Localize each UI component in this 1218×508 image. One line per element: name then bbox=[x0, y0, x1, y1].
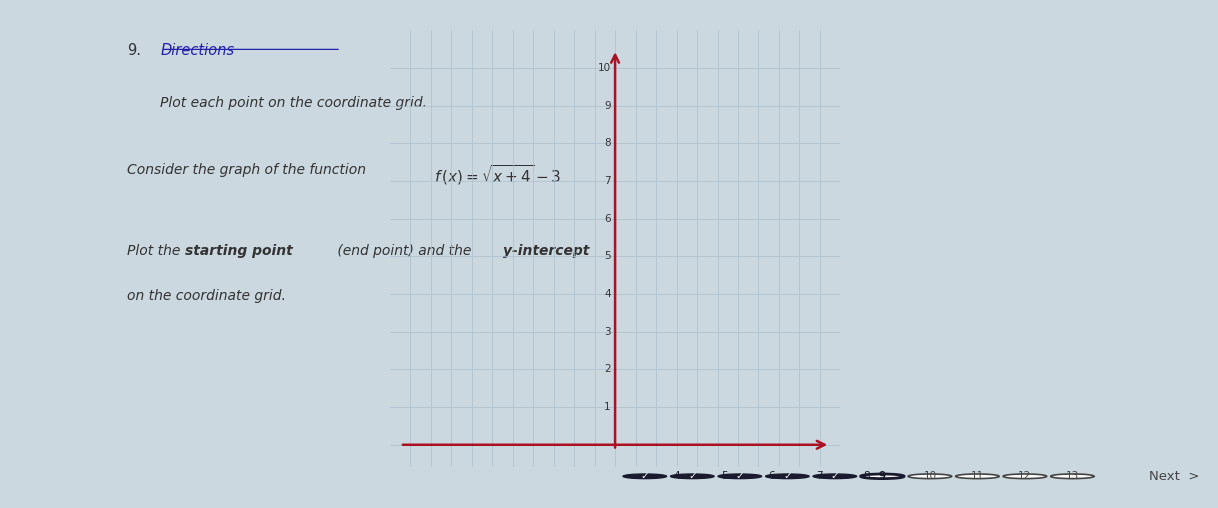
Circle shape bbox=[909, 474, 951, 479]
Text: $f\,(x) = \sqrt{x+4} - 3$: $f\,(x) = \sqrt{x+4} - 3$ bbox=[435, 164, 561, 187]
Text: ✓: ✓ bbox=[736, 471, 744, 481]
Text: 9.: 9. bbox=[127, 43, 141, 58]
Circle shape bbox=[861, 474, 904, 479]
Circle shape bbox=[814, 474, 856, 479]
Text: Plot the: Plot the bbox=[127, 244, 185, 258]
Circle shape bbox=[671, 474, 714, 479]
Text: 7: 7 bbox=[604, 176, 610, 186]
Text: 2: 2 bbox=[604, 364, 610, 374]
Text: 4: 4 bbox=[674, 471, 680, 481]
Text: Consider the graph of the function: Consider the graph of the function bbox=[127, 164, 367, 177]
Text: 9: 9 bbox=[604, 101, 610, 111]
Text: 6: 6 bbox=[769, 471, 775, 481]
Text: (end point) and the: (end point) and the bbox=[333, 244, 475, 258]
Text: ✓: ✓ bbox=[831, 471, 839, 481]
Text: 7: 7 bbox=[816, 471, 822, 481]
Text: 3: 3 bbox=[604, 327, 610, 337]
Circle shape bbox=[956, 474, 999, 479]
Text: Next  >: Next > bbox=[1149, 470, 1199, 483]
Circle shape bbox=[1004, 474, 1046, 479]
Circle shape bbox=[1051, 474, 1094, 479]
Text: 5: 5 bbox=[604, 251, 610, 262]
Text: 12: 12 bbox=[1018, 471, 1032, 481]
Text: 6: 6 bbox=[604, 214, 610, 224]
Text: ✓: ✓ bbox=[783, 471, 792, 481]
Text: 9: 9 bbox=[879, 471, 885, 481]
Circle shape bbox=[766, 474, 809, 479]
Text: 8: 8 bbox=[604, 139, 610, 148]
Text: 10: 10 bbox=[923, 471, 937, 481]
Text: 11: 11 bbox=[971, 471, 984, 481]
Text: starting point: starting point bbox=[185, 244, 292, 258]
Text: 13: 13 bbox=[1066, 471, 1079, 481]
Text: 8: 8 bbox=[864, 471, 870, 481]
Text: 1: 1 bbox=[604, 402, 610, 412]
Text: ✓: ✓ bbox=[688, 471, 697, 481]
Text: Plot each point on the coordinate grid.: Plot each point on the coordinate grid. bbox=[161, 97, 428, 110]
Text: ✓: ✓ bbox=[641, 471, 649, 481]
Text: 4: 4 bbox=[604, 289, 610, 299]
Text: 10: 10 bbox=[598, 63, 610, 73]
Text: 5: 5 bbox=[721, 471, 727, 481]
Text: on the coordinate grid.: on the coordinate grid. bbox=[127, 289, 286, 303]
Circle shape bbox=[624, 474, 666, 479]
Text: y-intercept: y-intercept bbox=[503, 244, 590, 258]
Text: Directions: Directions bbox=[161, 43, 234, 58]
Circle shape bbox=[719, 474, 761, 479]
